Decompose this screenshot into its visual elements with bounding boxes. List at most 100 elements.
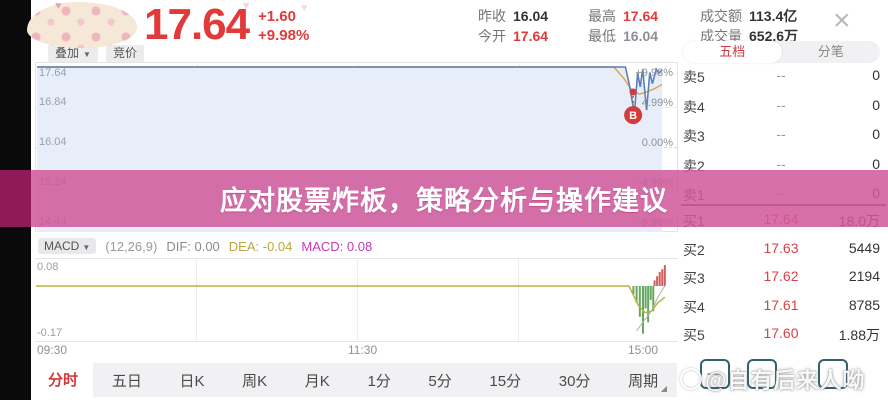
low-value: 16.04 [623, 28, 659, 44]
y-price-label: 17.64 [39, 67, 67, 79]
dea-line [36, 285, 666, 314]
macd-macd-value: MACD: 0.08 [301, 238, 373, 254]
sell-row[interactable]: 卖3 -- 0 [681, 126, 882, 144]
buy-row[interactable]: 买4 17.61 8785 [681, 297, 882, 315]
tab-monthly[interactable]: 月K [304, 372, 330, 390]
banner-left-block [0, 170, 31, 227]
buy2-label: 买2 [683, 242, 705, 258]
macd-dea-value: DEA: -0.04 [228, 238, 293, 254]
buy-marker-dot [629, 88, 637, 96]
buy5-volume: 1.88万 [838, 327, 880, 343]
overlay-label: 叠加 [55, 46, 80, 60]
macd-selector[interactable]: MACD ▼ [38, 238, 97, 254]
macd-ymin-label: -0.17 [37, 327, 63, 339]
cat-pattern-sticker [27, 2, 137, 48]
tab-1min[interactable]: 1分 [367, 372, 391, 390]
buy4-price: 17.61 [763, 297, 799, 313]
y-pct-label: +9.98% [635, 67, 673, 79]
turnover-label: 成交额 [700, 8, 742, 24]
y-price-label: 16.04 [39, 136, 67, 148]
heart-decoration: ♥ [55, 0, 62, 12]
stat-col-turnover: 成交额 113.4亿 成交量 652.6万 [700, 6, 798, 46]
close-icon[interactable]: × [833, 4, 851, 37]
buy2-volume: 5449 [848, 240, 880, 256]
period-more-label: 周期 [628, 372, 659, 390]
sell5-label: 卖5 [683, 69, 705, 85]
heart-decoration: ♥ [301, 2, 308, 14]
macd-header: MACD ▼ (12,26,9) DIF: 0.00 DEA: -0.04 MAC… [38, 237, 372, 255]
buy-marker-label: B [629, 110, 637, 122]
current-price: 17.64 [144, 0, 250, 49]
time-tick-0930: 09:30 [37, 343, 68, 357]
prev-close-label: 昨收 [478, 8, 506, 24]
sell-row[interactable]: 卖4 -- 0 [681, 97, 882, 115]
overlay-button[interactable]: 叠加 ▼ [48, 45, 98, 62]
tab-period-more[interactable]: 周期 ◢ [628, 370, 667, 393]
tab-15min[interactable]: 15分 [489, 372, 522, 390]
y-pct-label: 4.99% [641, 97, 673, 109]
stat-col-high-low: 最高 17.64 最低 16.04 [588, 6, 658, 46]
low-label: 最低 [588, 28, 616, 44]
orderbook-tabs: 五档 分笔 [683, 41, 880, 63]
period-tab-strip: 五日 日K 周K 月K 1分 5分 15分 30分 周期 ◢ [93, 363, 677, 397]
sell5-volume: 0 [872, 67, 880, 83]
mini-action-button-3[interactable] [818, 359, 848, 389]
buy-row[interactable]: 买2 17.63 5449 [681, 240, 882, 258]
buy2-price: 17.63 [763, 240, 799, 256]
prev-close-value: 16.04 [513, 8, 549, 24]
gridline [357, 259, 358, 341]
time-tick-1500: 15:00 [628, 343, 659, 357]
time-tick-1130: 11:30 [348, 343, 378, 357]
sell4-volume: 0 [872, 97, 880, 113]
price-change: +1.60 +9.98% [258, 7, 309, 45]
tab-minute[interactable]: 分时 [48, 372, 79, 389]
banner-title: 应对股票炸板，策略分析与操作建议 [220, 186, 668, 216]
sell4-price: -- [776, 97, 786, 113]
sell-row[interactable]: 卖5 -- 0 [681, 67, 882, 85]
macd-chart[interactable]: 0.08 -0.17 [35, 258, 678, 342]
sell5-price: -- [776, 67, 786, 83]
turnover-value: 113.4亿 [749, 8, 798, 24]
macd-ymax-label: 0.08 [37, 261, 59, 273]
macd-name: MACD [44, 239, 80, 253]
sell3-label: 卖3 [683, 128, 705, 144]
tab-30min[interactable]: 30分 [558, 372, 591, 390]
gridline [518, 259, 519, 341]
auction-button[interactable]: 竞价 [106, 45, 145, 62]
buy4-label: 买4 [683, 299, 705, 315]
buy-row[interactable]: 买3 17.62 2194 [681, 268, 882, 286]
tab-five-levels[interactable]: 五档 [683, 41, 782, 63]
macd-dif-value: DIF: 0.00 [166, 238, 220, 254]
period-tabbar: 分时 五日 日K 周K 月K 1分 5分 15分 30分 周期 ◢ [31, 361, 888, 398]
buy5-label: 买5 [683, 327, 705, 343]
macd-params: (12,26,9) [105, 238, 158, 254]
buy-row[interactable]: 买5 17.60 1.88万 [681, 325, 882, 343]
change-percent: +9.98% [258, 27, 310, 44]
promo-banner: 应对股票炸板，策略分析与操作建议 [0, 170, 888, 227]
caret-down-icon: ▼ [82, 243, 91, 252]
tab-tick[interactable]: 分笔 [817, 44, 844, 59]
buy5-price: 17.60 [763, 325, 799, 341]
mini-action-button-1[interactable]: — [700, 359, 730, 389]
tab-weekly[interactable]: 周K [242, 372, 268, 390]
sell2-price: -- [776, 156, 786, 172]
sell3-volume: 0 [872, 126, 880, 142]
high-label: 最高 [588, 8, 616, 24]
mini-action-button-2[interactable] [747, 359, 777, 389]
price-line [37, 66, 663, 114]
macd-chart-svg [36, 265, 666, 334]
buy-marker-badge [624, 106, 643, 125]
caret-down-icon: ▼ [83, 50, 91, 59]
high-value: 17.64 [623, 8, 659, 24]
sell2-volume: 0 [872, 156, 880, 172]
buy3-volume: 2194 [848, 268, 880, 284]
tab-5min[interactable]: 5分 [428, 372, 452, 390]
corner-caret-icon: ◢ [660, 383, 668, 393]
buy3-price: 17.62 [763, 268, 799, 284]
buy3-label: 买3 [683, 270, 705, 286]
tab-5day[interactable]: 五日 [111, 372, 142, 390]
buy4-volume: 8785 [848, 297, 880, 313]
volume-label: 成交量 [700, 28, 742, 44]
tab-daily[interactable]: 日K [179, 372, 205, 390]
gridline [196, 259, 197, 341]
